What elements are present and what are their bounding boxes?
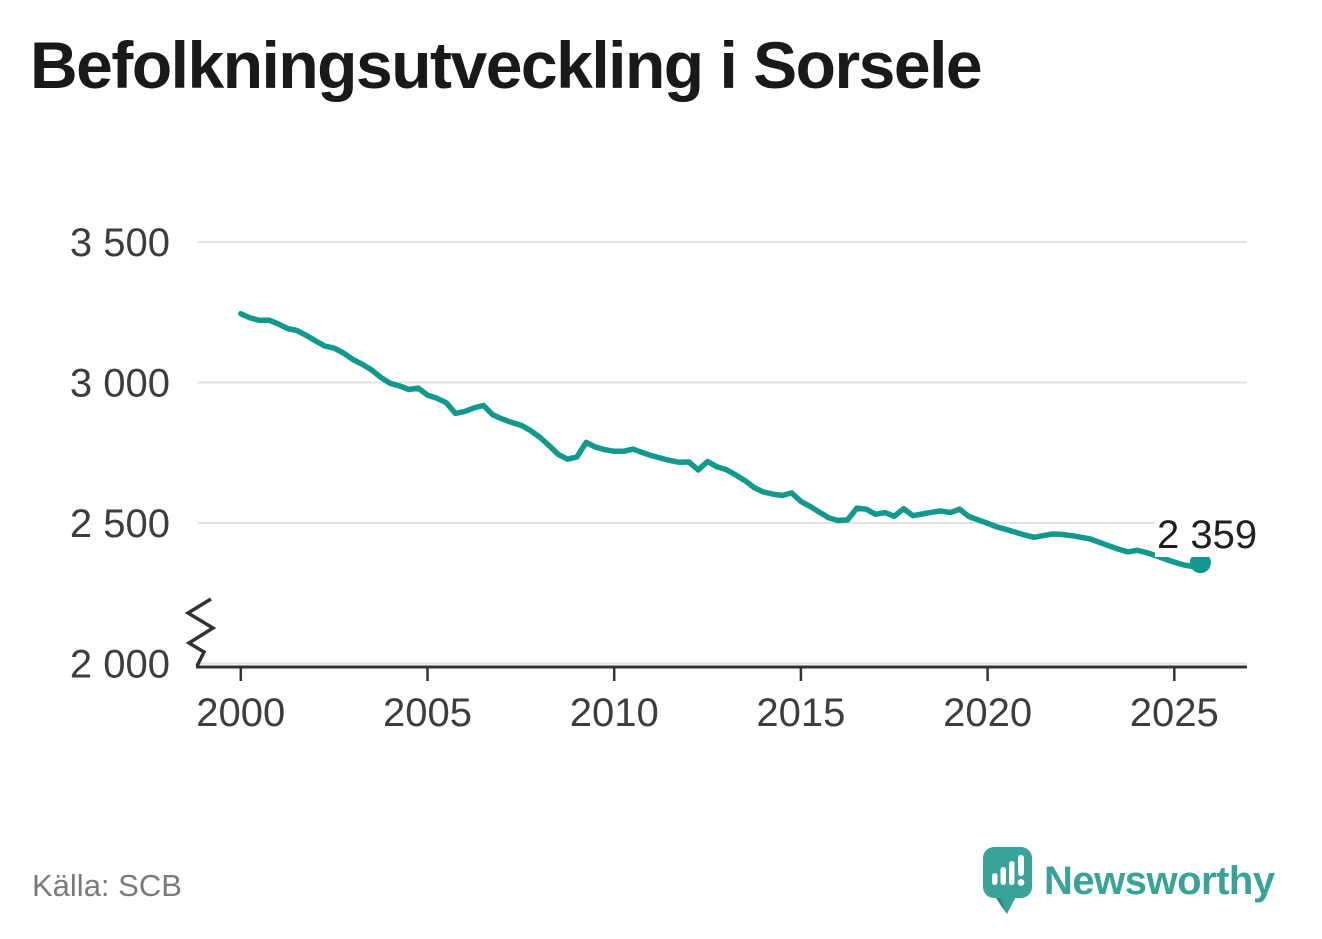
- logo-bar-tall: [1009, 861, 1015, 885]
- logo-bar-medium: [1000, 867, 1006, 885]
- newsworthy-logo: Newsworthy: [982, 846, 1292, 918]
- logo-exclamation-dot: [1017, 879, 1025, 886]
- last-value-label: 2 359: [1155, 513, 1260, 557]
- logo-exclamation-stem: [1018, 855, 1024, 876]
- page-title: Befolkningsutveckling i Sorsele: [30, 28, 983, 102]
- logo-bar-small: [992, 873, 998, 885]
- last-point-dot: [1189, 552, 1211, 574]
- x-tick-label: 2025: [1130, 691, 1219, 735]
- y-tick-label: 2 000: [70, 643, 170, 687]
- newsworthy-speech-bubble-barchart-icon: [983, 847, 1032, 914]
- y-tick-label: 3 000: [70, 362, 170, 406]
- y-tick-label: 3 500: [70, 221, 170, 265]
- newsworthy-wordmark: Newsworthy: [1044, 859, 1275, 903]
- x-tick-label: 2020: [943, 691, 1032, 735]
- population-line: [238, 310, 1204, 570]
- source-label: Källa: SCB: [32, 868, 182, 903]
- x-tick-label: 2005: [383, 691, 472, 735]
- x-tick-label: 2015: [756, 691, 845, 735]
- x-tick-label: 2000: [196, 691, 285, 735]
- y-tick-label: 2 500: [70, 502, 170, 546]
- x-tick-label: 2010: [570, 691, 659, 735]
- axis-break-icon: [184, 597, 217, 667]
